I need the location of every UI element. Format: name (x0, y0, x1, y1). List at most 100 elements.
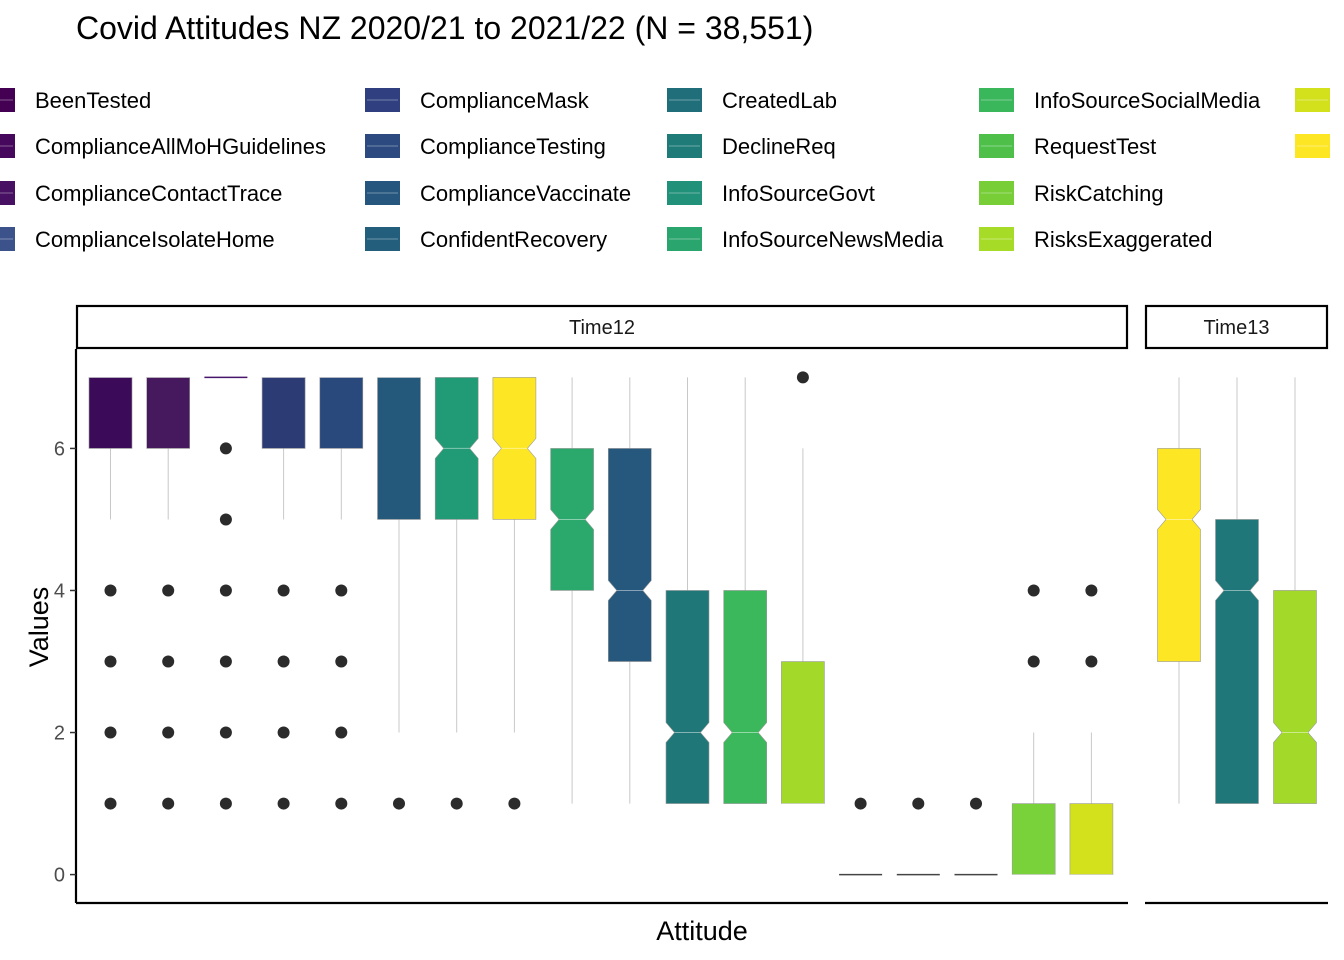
outlier-point (219, 584, 232, 597)
outlier-point (277, 584, 290, 597)
box-3 (1273, 377, 1317, 804)
legend-key (0, 88, 15, 112)
outlier-point (1027, 655, 1040, 668)
box-18 (1069, 584, 1114, 876)
legend-key (979, 181, 1014, 205)
box-16 (954, 797, 998, 876)
outlier-point (508, 797, 521, 810)
y-tick-label: 2 (54, 723, 65, 745)
box-body (781, 661, 825, 804)
box-body (723, 590, 767, 804)
legend-label: InfoSourceNewsMedia (722, 227, 944, 252)
outlier-point (1027, 584, 1040, 597)
legend-key (979, 134, 1014, 158)
outlier-point (970, 797, 982, 810)
box-9 (550, 377, 594, 804)
box-2 (146, 376, 190, 810)
box-12 (723, 377, 767, 804)
legend-label: ComplianceIsolateHome (35, 227, 275, 252)
outlier-point (162, 655, 175, 668)
legend-key (0, 227, 15, 251)
outlier-point (277, 655, 290, 668)
y-tick-label: 0 (54, 865, 65, 887)
legend-key (0, 181, 15, 205)
box-4 (261, 376, 306, 810)
legend-label: BeenTested (35, 88, 151, 113)
legend-key (365, 227, 400, 251)
box-14 (839, 797, 883, 876)
panel-time13: Time13 (1144, 304, 1329, 905)
box-6 (377, 376, 421, 810)
legend-key (1295, 88, 1330, 112)
box-body (1273, 590, 1317, 804)
outlier-point (912, 797, 925, 810)
facet-strip (1144, 304, 1329, 350)
outlier-point (162, 584, 175, 597)
box-body (492, 377, 537, 520)
outlier-point (1085, 655, 1098, 668)
legend-label: ConfidentRecovery (420, 227, 607, 252)
outlier-point (393, 797, 405, 810)
box-13 (781, 371, 825, 805)
outlier-point (219, 513, 232, 526)
box-7 (434, 377, 479, 810)
box-body (1011, 803, 1056, 875)
legend: BeenTested ComplianceAllMoHGuidelines Comp… (0, 88, 1330, 252)
box-3 (204, 376, 248, 810)
box-15 (896, 797, 940, 876)
outlier-point (854, 797, 867, 810)
legend-key (667, 88, 702, 112)
legend-key (979, 88, 1014, 112)
outlier-point (162, 726, 175, 739)
box-body (1215, 519, 1259, 804)
outlier-point (1085, 584, 1098, 597)
box-10 (608, 377, 652, 804)
box-17 (1011, 584, 1056, 876)
box-body (319, 377, 364, 449)
legend-key (1295, 134, 1330, 158)
legend-label: DeclineReq (722, 134, 836, 159)
outlier-point (219, 442, 232, 455)
box-8 (492, 377, 537, 810)
outlier-point (104, 584, 117, 597)
facet-strip (75, 304, 1129, 350)
box-body (261, 377, 306, 449)
legend-label: InfoSourceGovt (722, 181, 875, 206)
x-axis-title: Attitude (656, 916, 748, 946)
outlier-point (796, 371, 809, 384)
legend-key (667, 134, 702, 158)
outlier-point (104, 726, 117, 739)
box-body (550, 448, 594, 591)
box-1 (1157, 377, 1201, 804)
box-body (1157, 448, 1201, 662)
legend-key (979, 227, 1014, 251)
box-body (1069, 803, 1114, 875)
facet-strip-label: Time13 (1204, 317, 1270, 339)
legend-label: RiskCatching (1034, 181, 1164, 206)
legend-key (365, 134, 400, 158)
legend-key (667, 181, 702, 205)
legend-key (0, 134, 15, 158)
box-1 (88, 376, 133, 810)
box-body (88, 377, 133, 449)
y-axis-title: Values (24, 587, 54, 668)
outlier-point (335, 797, 348, 810)
outlier-point (104, 797, 117, 810)
legend-label: CreatedLab (722, 88, 837, 113)
legend-key (365, 88, 400, 112)
legend-label: ComplianceContactTrace (35, 181, 282, 206)
outlier-point (277, 797, 290, 810)
outlier-point (335, 655, 348, 668)
box-2 (1215, 377, 1259, 804)
y-tick-label: 6 (54, 438, 65, 460)
outlier-point (335, 584, 348, 597)
box-body (434, 377, 479, 520)
y-tick-label: 4 (54, 580, 65, 602)
box-11 (665, 377, 710, 804)
outlier-point (219, 797, 232, 810)
outlier-point (219, 655, 232, 668)
legend-label: ComplianceAllMoHGuidelines (35, 134, 326, 159)
legend-key (365, 181, 400, 205)
box-body (377, 377, 421, 520)
